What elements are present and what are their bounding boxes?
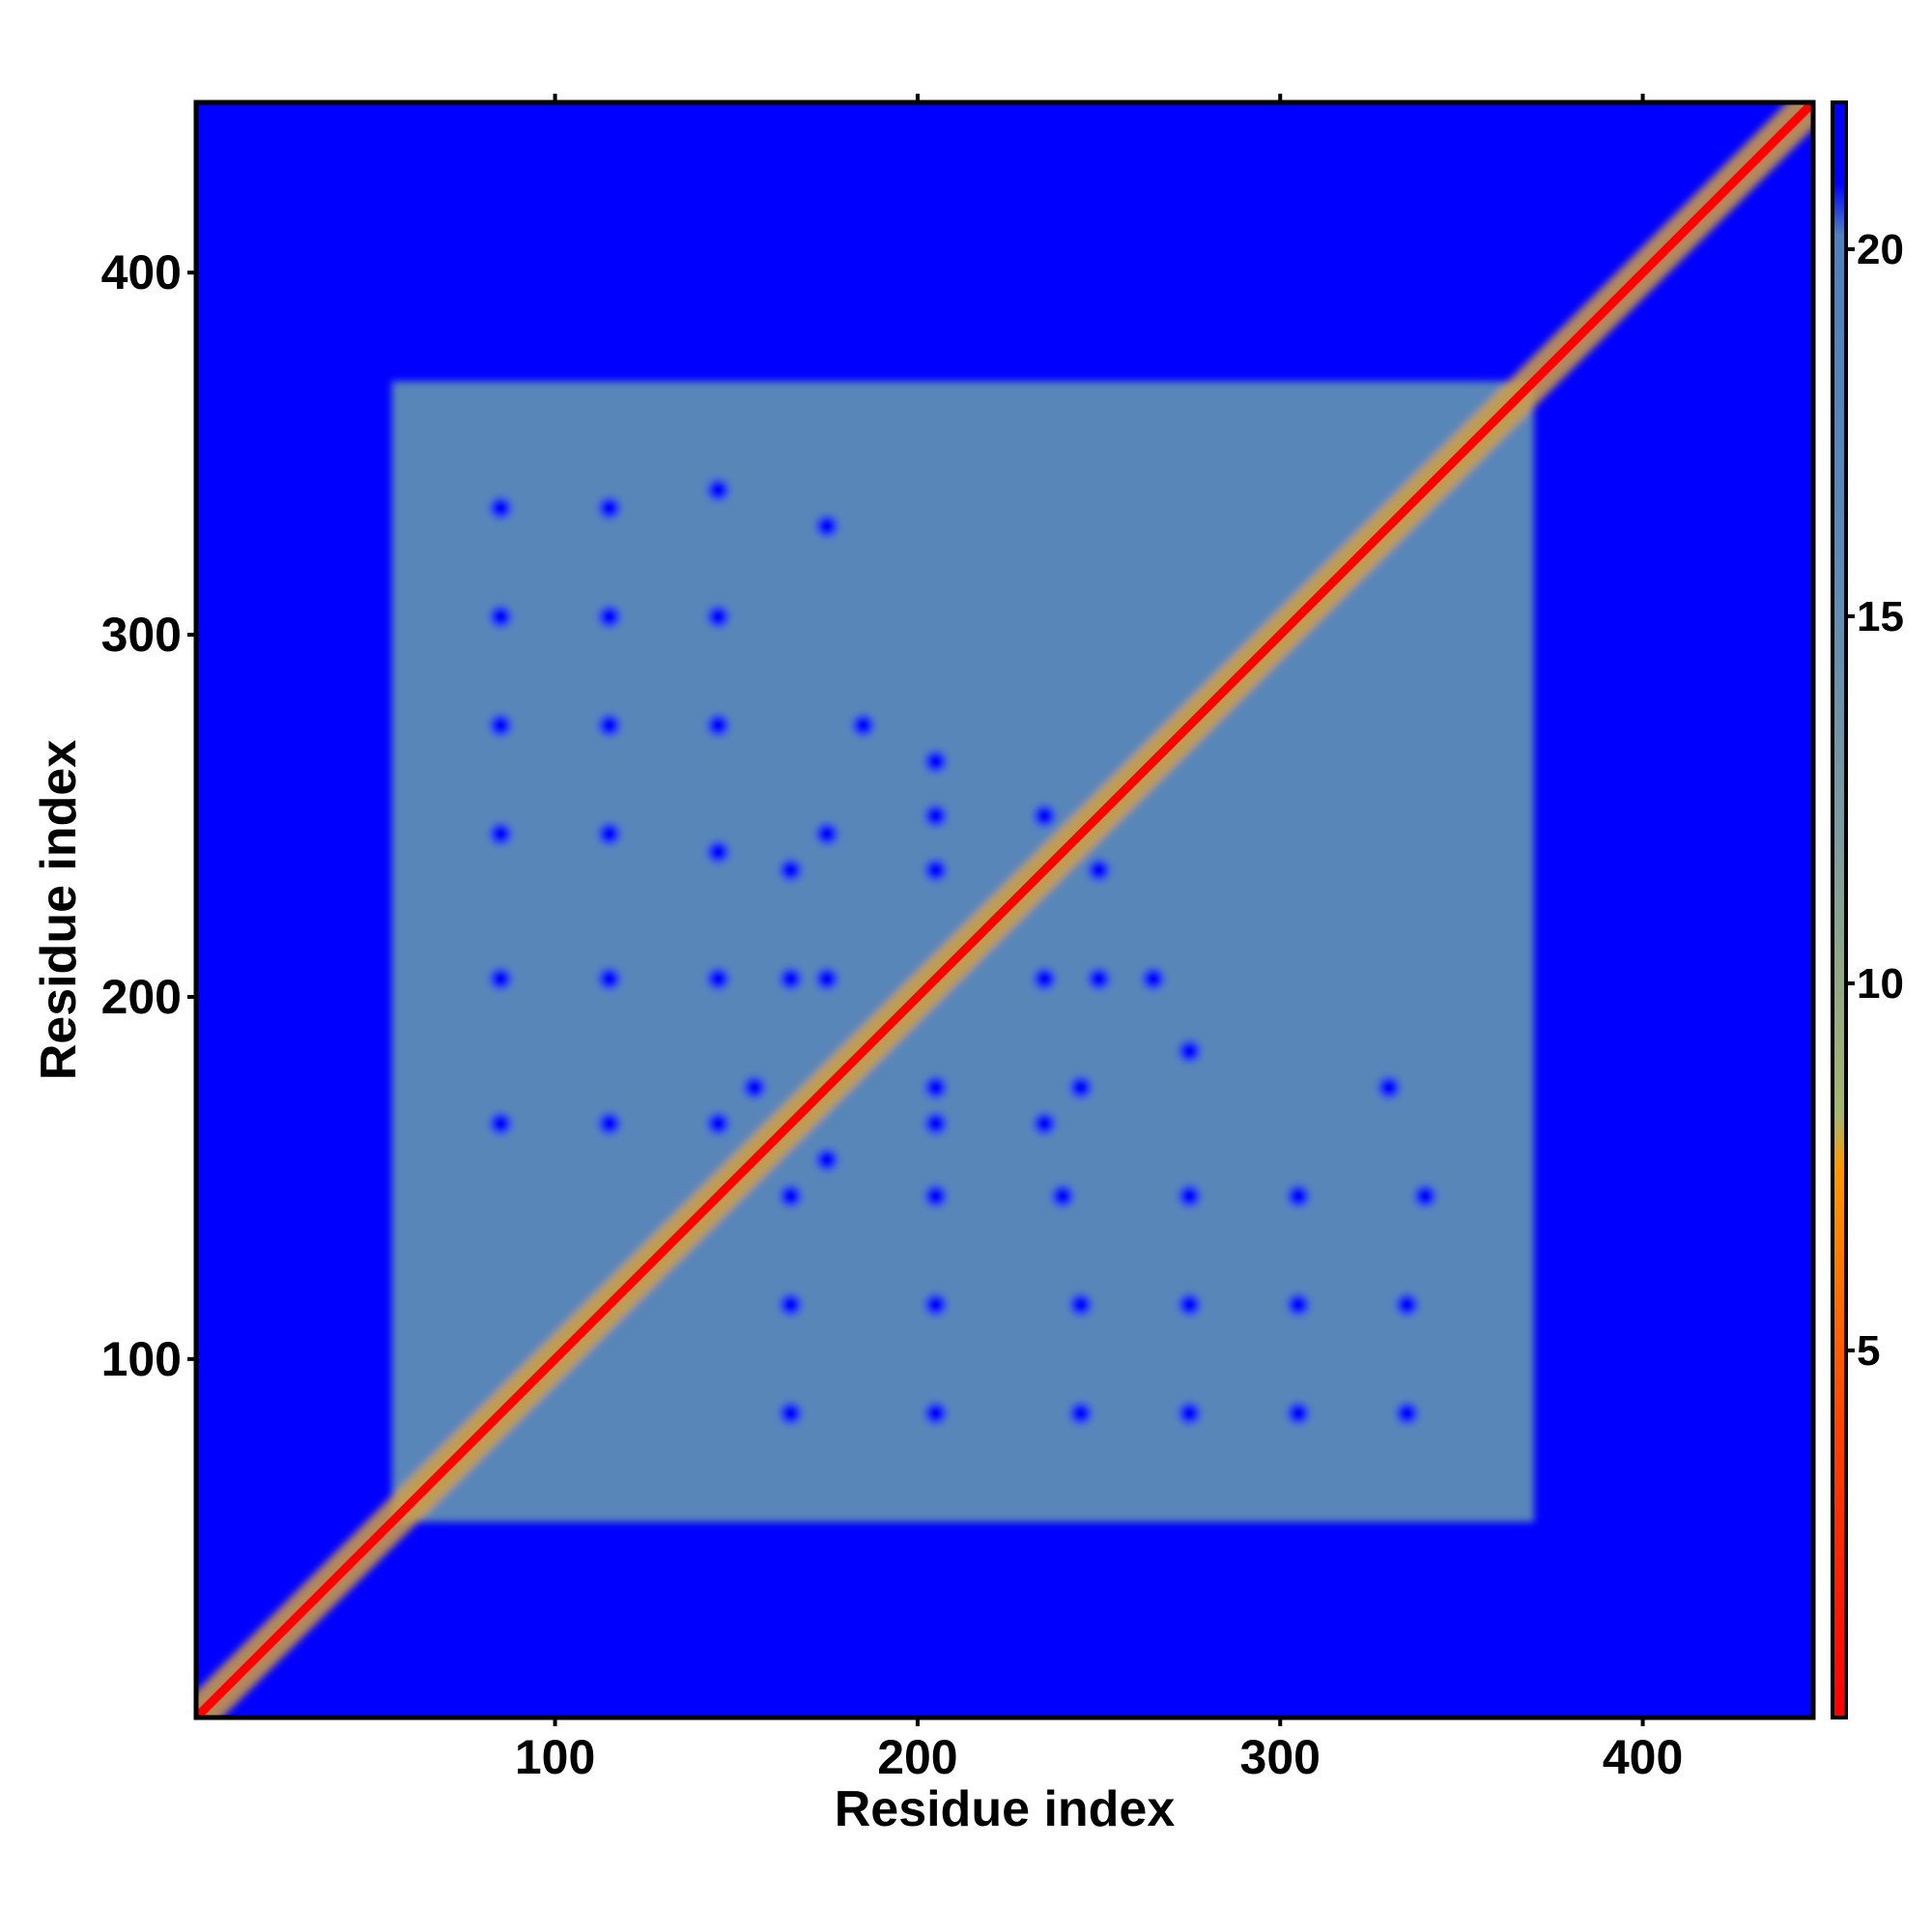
heatmap-hole (598, 606, 620, 628)
heatmap-hole (1414, 1185, 1436, 1208)
y-tick-label: 200 (101, 970, 182, 1024)
heatmap-hole (780, 1293, 802, 1316)
heatmap-hole (780, 859, 802, 881)
heatmap-hole (1378, 1076, 1400, 1098)
heatmap-hole (1034, 1113, 1056, 1135)
colorbar-tick-label: 10 (1857, 960, 1904, 1008)
heatmap-hole (816, 1149, 838, 1171)
heatmap-hole (707, 479, 729, 501)
y-tick-label: 400 (101, 245, 182, 299)
plot-frame (193, 99, 1816, 1720)
heatmap-hole (816, 515, 838, 537)
heatmap-hole (490, 606, 512, 628)
heatmap-diagonal (196, 102, 1813, 1718)
heatmap-hole (598, 714, 620, 736)
heatmap-hole (816, 823, 838, 845)
heatmap-hole (1069, 1403, 1092, 1425)
colorbar: 5 10 15 20 (1831, 100, 1904, 1719)
colorbar-tick-label: 20 (1857, 226, 1904, 273)
heatmap-hole (490, 1113, 512, 1135)
y-axis: 100 200 300 400 (101, 245, 196, 1386)
x-tick-label: 300 (1240, 1730, 1321, 1784)
heatmap-hole (1396, 1403, 1418, 1425)
colorbar-tick-label: 15 (1857, 593, 1904, 640)
heatmap-hole (598, 497, 620, 519)
heatmap-cells (196, 102, 1813, 1718)
heatmap-hole (490, 823, 512, 845)
heatmap-hole (1179, 1040, 1201, 1063)
heatmap-hole (816, 968, 838, 990)
heatmap-hole (744, 1076, 766, 1098)
heatmap-hole (1034, 805, 1056, 827)
heatmap-hole (780, 1403, 802, 1425)
heatmap-hole (490, 497, 512, 519)
heatmap-hole (924, 1293, 947, 1316)
heatmap-hole (490, 714, 512, 736)
heatmap-hole (1288, 1185, 1310, 1208)
colorbar-ticks: 5 10 15 20 (1846, 226, 1904, 1375)
x-tick-label: 200 (877, 1730, 957, 1784)
heatmap-hole (1179, 1403, 1201, 1425)
heatmap-hole (780, 968, 802, 990)
heatmap-hole (1069, 1076, 1092, 1098)
heatmap-hole (1088, 968, 1110, 990)
heatmap-hole (1179, 1185, 1201, 1208)
heatmap-hole (780, 1185, 802, 1208)
x-axis-title: Residue index (835, 1781, 1176, 1837)
heatmap-hole (707, 841, 729, 864)
heatmap-hole (1088, 859, 1110, 881)
heatmap-hole (1179, 1293, 1201, 1316)
heatmap-hole (924, 859, 947, 881)
x-tick-label: 100 (515, 1730, 595, 1784)
heatmap-hole (924, 805, 947, 827)
heatmap-hole (1142, 968, 1164, 990)
colorbar-strip (1831, 100, 1848, 1719)
colorbar-tick-label: 5 (1857, 1327, 1880, 1375)
heatmap-hole (1052, 1185, 1074, 1208)
heatmap (196, 102, 1813, 1718)
x-axis: 100 200 300 400 (515, 94, 1683, 1784)
heatmap-hole (924, 751, 947, 773)
heatmap-hole (598, 1113, 620, 1135)
heatmap-hole (924, 1113, 947, 1135)
heatmap-hole (1288, 1293, 1310, 1316)
heatmap-hole (1396, 1293, 1418, 1316)
heatmap-hole (707, 714, 729, 736)
heatmap-hole (598, 823, 620, 845)
heatmap-hole (924, 1403, 947, 1425)
heatmap-hole (924, 1076, 947, 1098)
heatmap-hole (924, 1185, 947, 1208)
y-tick-label: 100 (101, 1332, 182, 1386)
heatmap-hole (1069, 1293, 1092, 1316)
heatmap-hole (490, 968, 512, 990)
heatmap-hole (1288, 1403, 1310, 1425)
heatmap-hole (707, 606, 729, 628)
heatmap-hole (852, 714, 874, 736)
heatmap-hole (707, 968, 729, 990)
heatmap-hole (1034, 968, 1056, 990)
y-axis-title: Residue index (31, 740, 87, 1081)
heatmap-hole (598, 968, 620, 990)
y-tick-label: 300 (101, 608, 182, 662)
x-tick-label: 400 (1603, 1730, 1683, 1784)
heatmap-hole (707, 1113, 729, 1135)
